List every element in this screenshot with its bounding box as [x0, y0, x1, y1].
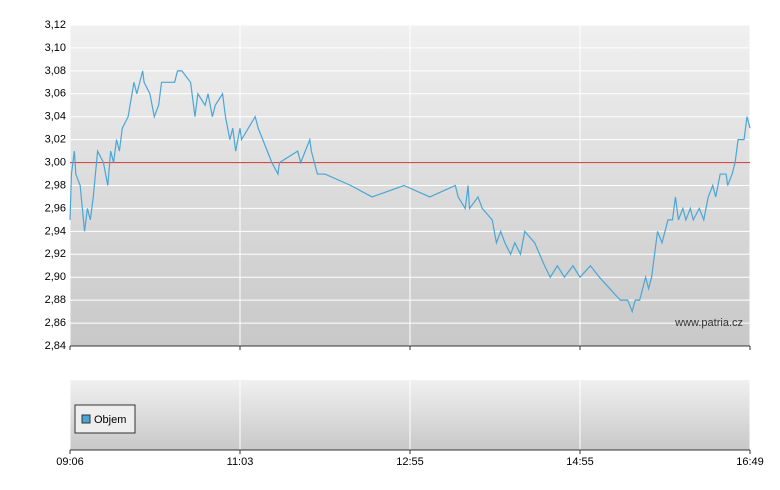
y-tick-label: 2,88: [45, 294, 66, 306]
y-tick-label: 2,84: [45, 340, 66, 352]
x-tick-label: 12:55: [396, 456, 424, 468]
price-line: [69, 70, 751, 314]
x-tick-label: 11:03: [227, 456, 254, 468]
y-tick-label: 3,02: [45, 134, 66, 146]
y-tick-label: 2,98: [45, 179, 66, 191]
x-tick-label: 14:55: [566, 456, 594, 468]
y-tick-label: 2,92: [45, 248, 66, 260]
y-tick-label: 3,00: [45, 156, 66, 168]
y-tick-label: 3,12: [45, 19, 66, 31]
y-tick-label: 3,06: [45, 88, 66, 100]
y-tick-label: 2,94: [45, 225, 66, 237]
legend-swatch: [81, 414, 91, 424]
y-tick-label: 3,04: [45, 111, 66, 123]
x-tick-label: 09:06: [56, 456, 84, 468]
y-tick-label: 2,90: [45, 271, 66, 283]
x-tick-label: 16:49: [736, 456, 764, 468]
legend-label: Objem: [94, 414, 126, 426]
y-tick-label: 2,86: [45, 317, 66, 329]
y-tick-label: 3,08: [45, 65, 66, 77]
y-tick-label: 2,96: [45, 202, 66, 214]
y-tick-label: 3,10: [45, 42, 66, 54]
source: www.patria.cz: [674, 317, 743, 329]
